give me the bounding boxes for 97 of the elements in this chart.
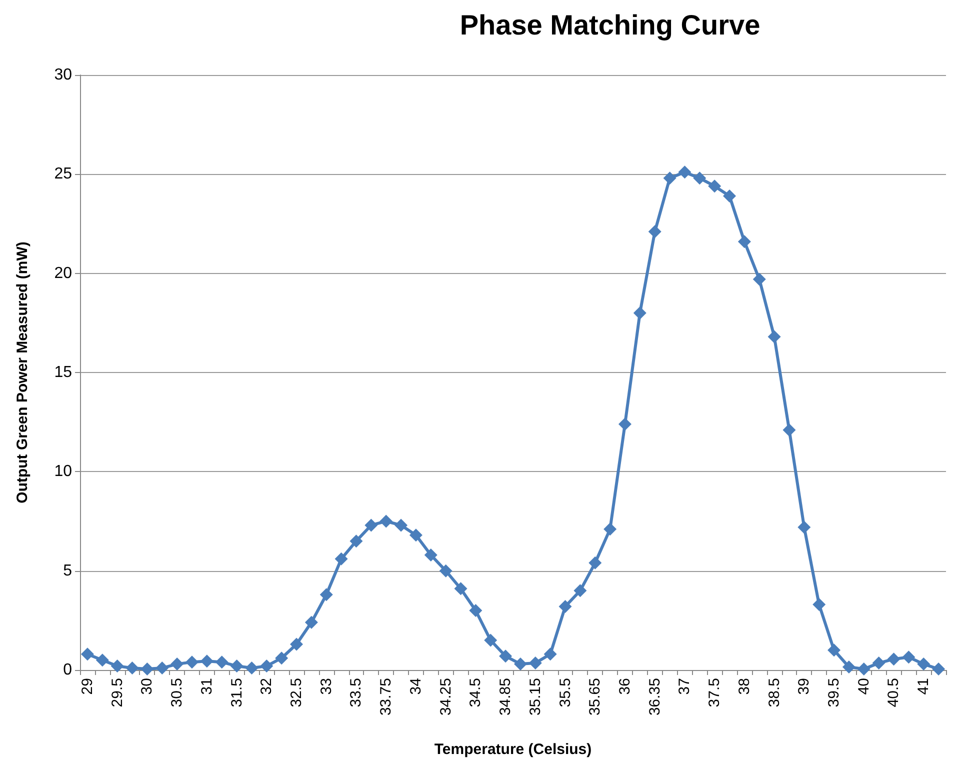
x-tick-label: 39.5 (826, 678, 843, 708)
point (439, 564, 452, 578)
point (693, 172, 706, 185)
x-tick-label: 34.85 (497, 678, 514, 716)
x-tick-label: 32 (258, 678, 276, 695)
x-tick-label: 33.75 (378, 678, 395, 716)
x-tick-label: 40.5 (885, 678, 902, 708)
x-tick-label: 31.5 (228, 678, 246, 708)
point (723, 189, 736, 202)
point (334, 552, 348, 566)
point (275, 652, 288, 665)
x-tick-label: 32.5 (288, 678, 305, 708)
x-tick-label: 41 (915, 678, 932, 695)
x-tick-label: 36 (616, 678, 634, 695)
point (812, 598, 826, 612)
point (245, 662, 258, 675)
point (887, 652, 900, 666)
point (469, 604, 482, 617)
point (230, 660, 244, 673)
point (857, 662, 870, 676)
point (140, 662, 154, 676)
point (215, 656, 228, 669)
x-tick-label: 31 (198, 678, 216, 695)
point (828, 644, 841, 657)
point (380, 514, 393, 528)
point (80, 648, 94, 661)
point (454, 582, 468, 596)
x-tick-label: 30 (138, 678, 156, 695)
point (588, 556, 602, 570)
point (932, 662, 946, 676)
x-tick-label: 40 (855, 678, 872, 695)
point (170, 658, 184, 671)
point (917, 658, 930, 671)
point (544, 648, 557, 661)
point (678, 166, 692, 179)
point (364, 518, 378, 532)
point (633, 306, 646, 320)
point (110, 660, 124, 673)
point (708, 180, 722, 193)
point (394, 518, 408, 532)
point (604, 522, 617, 536)
y-tick-label: 25 (54, 166, 72, 183)
point (618, 418, 632, 431)
point (514, 658, 527, 671)
x-tick-label: 35.5 (556, 678, 574, 708)
point (574, 584, 587, 598)
x-tick-label: 29.5 (108, 678, 126, 708)
y-tick-label: 15 (54, 364, 72, 381)
point (350, 534, 363, 548)
point (752, 272, 766, 286)
point (409, 528, 422, 542)
x-tick-label: 33.5 (348, 678, 365, 708)
x-tick-label: 37.5 (706, 678, 724, 708)
point (126, 662, 139, 675)
point (768, 330, 781, 344)
x-tick-label: 34 (407, 678, 424, 695)
point (499, 650, 512, 663)
x-tick-label: 35.15 (526, 678, 544, 716)
x-tick-label: 36.35 (646, 678, 664, 716)
point (304, 616, 318, 629)
point (484, 634, 498, 647)
x-tick-label: 39 (796, 678, 813, 695)
y-tick-label: 5 (63, 562, 72, 580)
x-tick-label: 38.5 (766, 678, 783, 708)
x-axis-title: Temperature (Celsius) (434, 741, 592, 758)
point (320, 588, 333, 602)
point (558, 600, 572, 614)
point (738, 235, 751, 248)
x-tick-label: 35.65 (586, 678, 604, 716)
point (842, 660, 856, 674)
x-tick-label: 38 (736, 678, 753, 695)
x-tick-label: 30.5 (168, 678, 186, 708)
point (200, 654, 214, 668)
point (528, 656, 542, 670)
point (902, 650, 916, 664)
point (156, 662, 169, 675)
point (260, 660, 274, 673)
y-tick-label: 30 (54, 66, 72, 84)
x-tick-label: 34.25 (437, 678, 454, 716)
point (185, 656, 198, 669)
x-tick-label: 29 (78, 678, 96, 695)
y-axis-title: Output Green Power Measured (mW) (14, 242, 31, 504)
y-tick-label: 0 (63, 662, 72, 678)
x-tick-label: 37 (676, 678, 694, 695)
point (872, 656, 886, 670)
y-tick-label: 20 (54, 264, 72, 282)
x-tick-label: 34.5 (467, 678, 484, 708)
point (798, 520, 811, 534)
chart-title: Phase Matching Curve (460, 10, 760, 40)
y-tick-label: 10 (54, 463, 72, 480)
point (648, 225, 662, 238)
point (782, 424, 796, 437)
point (96, 654, 109, 667)
point (290, 638, 303, 651)
point (663, 172, 676, 185)
x-tick-label: 33 (318, 678, 335, 695)
point (424, 548, 438, 562)
